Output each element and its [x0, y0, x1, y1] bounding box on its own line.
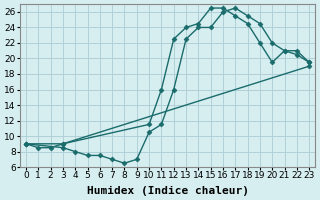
X-axis label: Humidex (Indice chaleur): Humidex (Indice chaleur) — [87, 186, 249, 196]
